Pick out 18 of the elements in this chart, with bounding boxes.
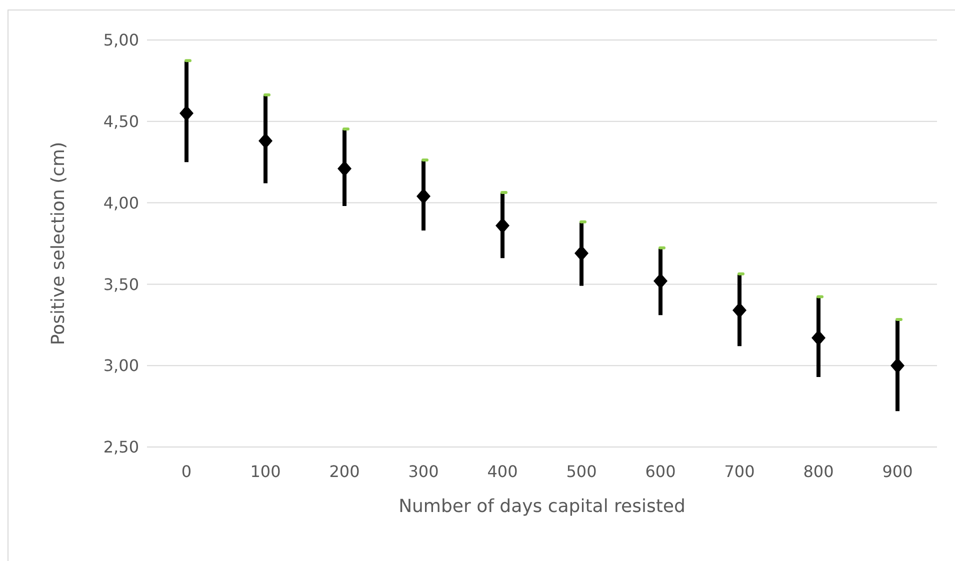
x-tick-label: 900 — [882, 462, 913, 481]
x-tick-label: 0 — [181, 462, 192, 481]
y-tick-label: 5,00 — [103, 30, 139, 50]
x-tick-label: 300 — [408, 462, 439, 481]
x-tick-label: 500 — [566, 462, 597, 481]
x-tick-label: 100 — [250, 462, 281, 481]
y-tick-label: 4,00 — [103, 193, 139, 212]
x-tick-label: 800 — [803, 462, 834, 481]
y-tick-label: 4,50 — [103, 112, 139, 131]
y-tick-label: 3,50 — [103, 274, 139, 294]
x-tick-label: 400 — [487, 462, 518, 481]
y-axis-title: Positive selection (cm) — [48, 142, 69, 346]
x-tick-label: 200 — [329, 462, 360, 481]
y-tick-label: 2,50 — [103, 438, 139, 457]
x-tick-label: 700 — [724, 462, 755, 481]
x-tick-label: 600 — [645, 462, 676, 481]
y-tick-label: 3,00 — [103, 356, 139, 376]
x-axis-title: Number of days capital resisted — [398, 496, 686, 517]
